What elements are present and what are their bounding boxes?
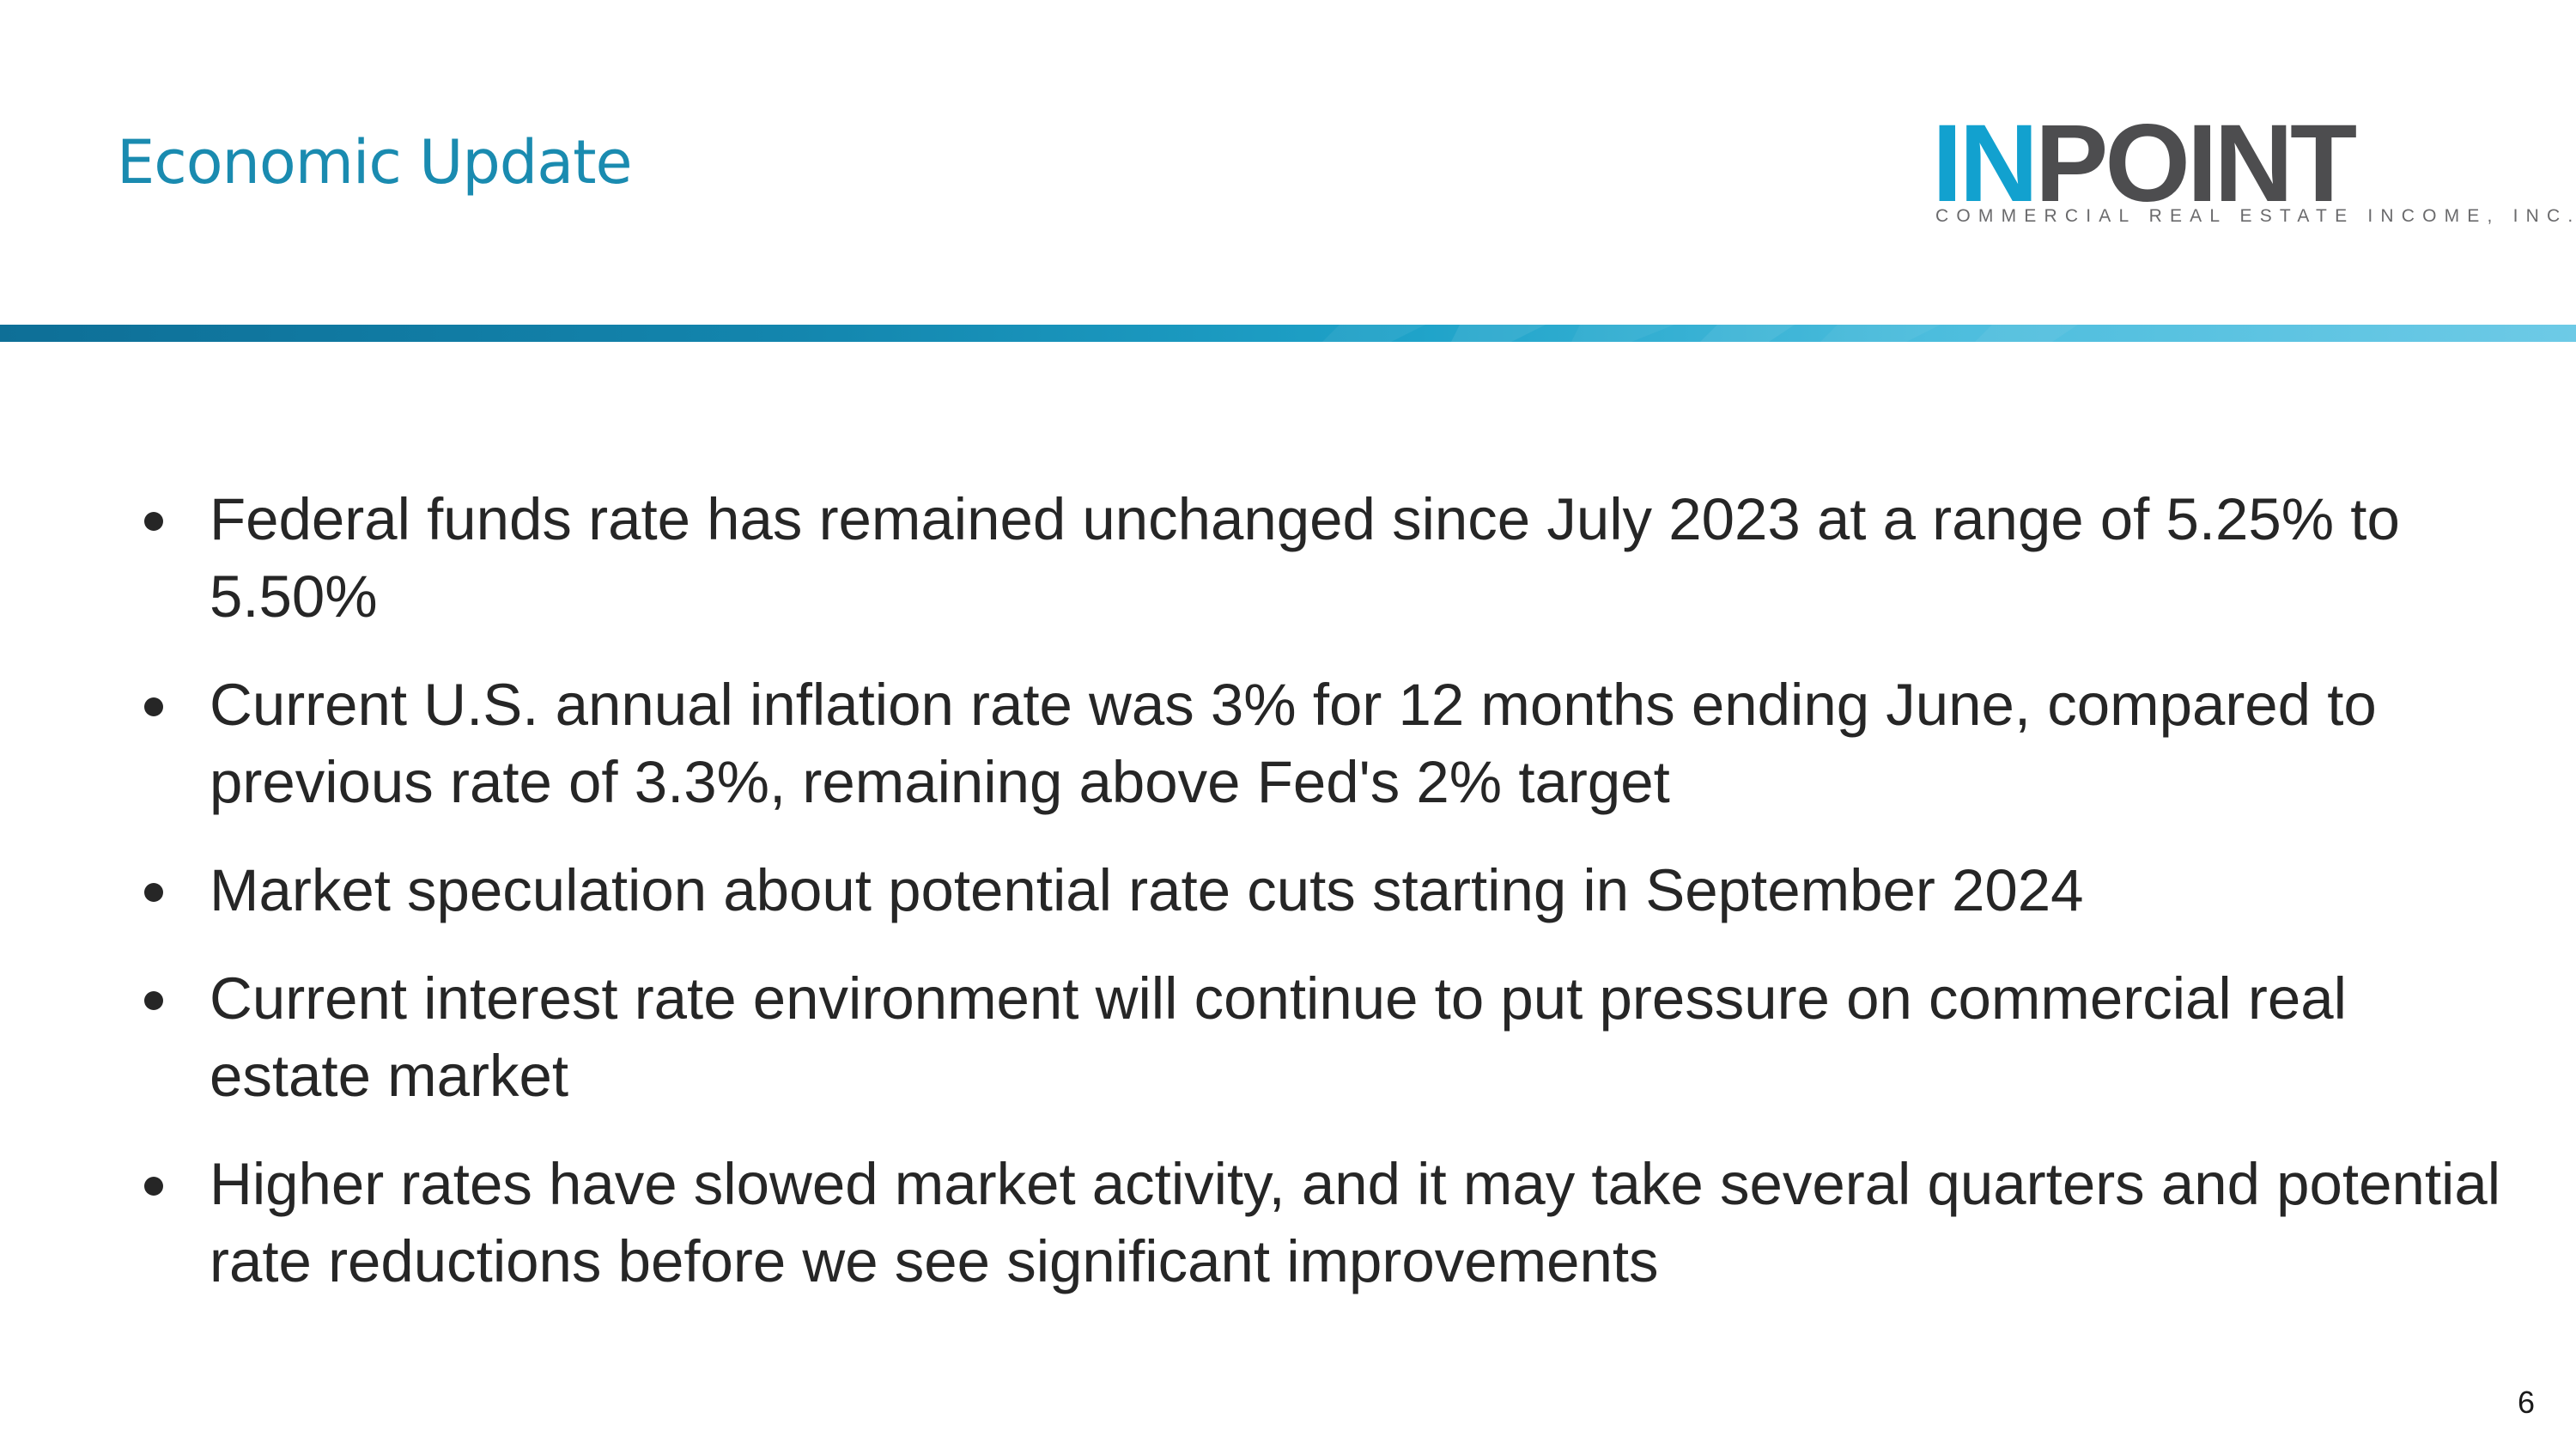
page-number: 6	[2517, 1385, 2535, 1420]
logo-subtitle: COMMERCIAL REAL ESTATE INCOME, INC.	[1935, 206, 2576, 226]
logo-word-accent: IN	[1932, 102, 2038, 225]
logo-wordmark: INPOINT	[1932, 109, 2357, 219]
company-logo: INPOINT COMMERCIAL REAL ESTATE INCOME, I…	[1932, 109, 2573, 228]
bullet-item: Current U.S. annual inflation rate was 3…	[137, 667, 2524, 821]
bullet-item: Current interest rate environment will c…	[137, 960, 2524, 1115]
bullet-list: Federal funds rate has remained unchange…	[137, 481, 2524, 1331]
logo-word-main: POINT	[2035, 102, 2357, 225]
bullet-item: Higher rates have slowed market activity…	[137, 1146, 2524, 1300]
header-divider-band	[0, 325, 2576, 342]
slide-title: Economic Update	[117, 127, 633, 198]
bullet-item: Market speculation about potential rate …	[137, 852, 2524, 929]
bullet-item: Federal funds rate has remained unchange…	[137, 481, 2524, 636]
band-facet-pattern	[1322, 325, 2078, 342]
